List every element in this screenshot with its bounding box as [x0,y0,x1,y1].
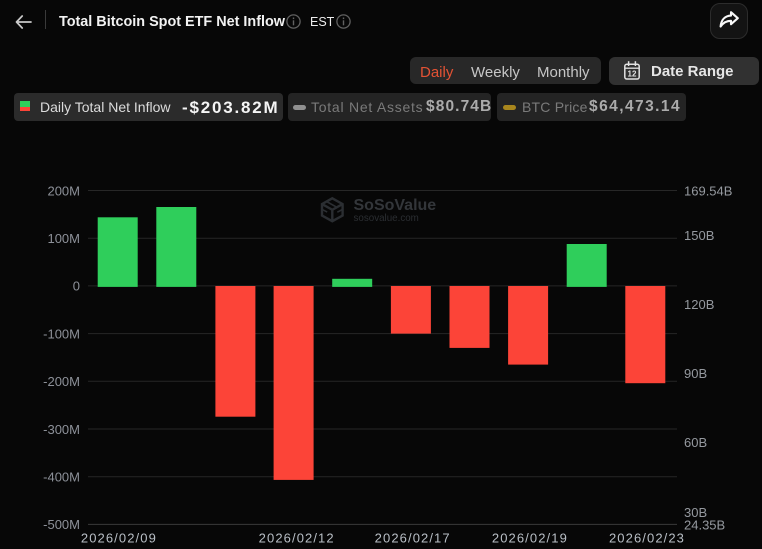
svg-text:2026/02/17: 2026/02/17 [375,531,451,546]
svg-text:-200M: -200M [43,374,80,389]
svg-text:60B: 60B [684,435,707,450]
svg-text:sosovalue.com: sosovalue.com [354,213,419,224]
svg-text:120B: 120B [684,297,714,312]
svg-text:100M: 100M [47,231,80,246]
svg-text:SoSoValue: SoSoValue [354,197,437,214]
svg-text:2026/02/09: 2026/02/09 [81,531,157,546]
svg-text:2026/02/19: 2026/02/19 [492,531,568,546]
svg-text:-400M: -400M [43,470,80,485]
svg-text:12: 12 [628,70,637,79]
svg-text:-300M: -300M [43,422,80,437]
svg-text:-500M: -500M [43,517,80,532]
svg-text:90B: 90B [684,366,707,381]
svg-text:30B: 30B [684,505,707,520]
svg-text:24.35B: 24.35B [684,518,725,533]
svg-text:-100M: -100M [43,326,80,341]
svg-text:2026/02/23: 2026/02/23 [609,531,685,546]
svg-text:2026/02/12: 2026/02/12 [259,531,335,546]
svg-text:0: 0 [73,279,80,294]
svg-text:150B: 150B [684,228,714,243]
svg-text:169.54B: 169.54B [684,183,732,198]
svg-text:200M: 200M [47,183,80,198]
